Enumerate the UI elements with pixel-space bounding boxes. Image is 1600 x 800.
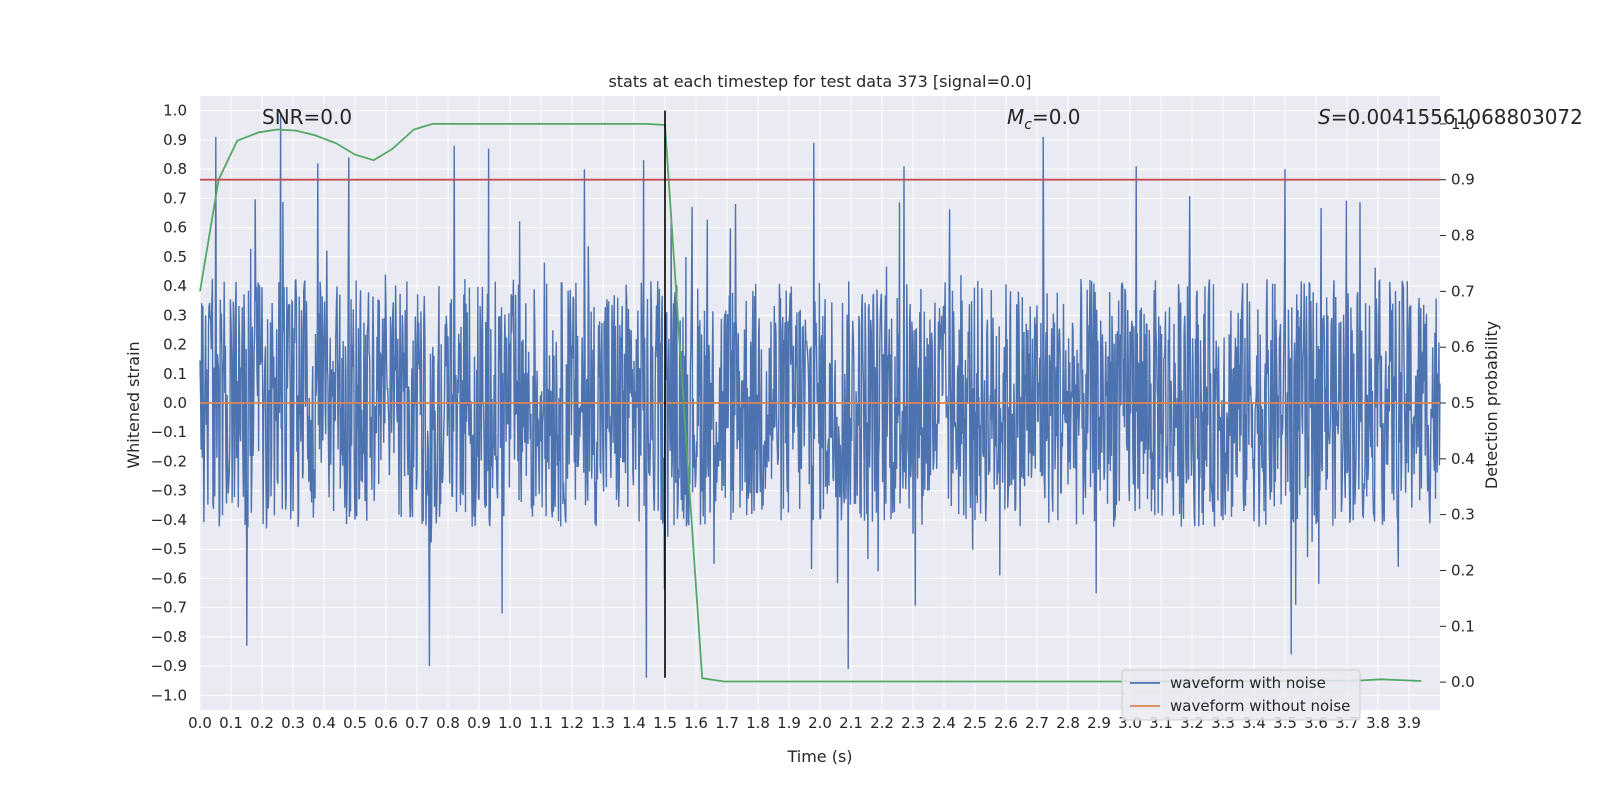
- detection-probability-line: [199, 123, 1422, 683]
- y-tick-label: 0.9: [163, 131, 187, 149]
- legend-box: [1121, 669, 1361, 721]
- x-tick-label: 0.3: [281, 714, 305, 732]
- x-tick-label: 0.6: [374, 714, 398, 732]
- x-tick-label: 1.2: [560, 714, 584, 732]
- series-waveform-with-noise: [199, 113, 1441, 678]
- y-right-tick-label: 1.0: [1451, 115, 1475, 133]
- x-tick-label: 1.5: [653, 714, 677, 732]
- y-right-tick-label: 0.5: [1451, 394, 1475, 412]
- x-tick-label: 2.1: [839, 714, 863, 732]
- x-tick-label: 3.8: [1366, 714, 1390, 732]
- x-tick-label: 2.9: [1087, 714, 1111, 732]
- y-tick-label: 0.1: [163, 365, 187, 383]
- x-tick-label: 2.7: [1025, 714, 1049, 732]
- y-tick-label: 0.5: [163, 248, 187, 266]
- x-tick-label: 3.9: [1397, 714, 1421, 732]
- mc-value: =0.0: [1032, 105, 1081, 129]
- x-tick-label: 1.9: [777, 714, 801, 732]
- x-tick-label: 2.2: [870, 714, 894, 732]
- y-tick-label: −0.3: [151, 482, 187, 500]
- x-tick-label: 2.3: [901, 714, 925, 732]
- y-right-tick-label: 0.4: [1451, 450, 1475, 468]
- y-tick-label: −0.9: [151, 657, 187, 675]
- x-tick-label: 0.7: [405, 714, 429, 732]
- x-tick-label: 1.3: [591, 714, 615, 732]
- mc-subscript: c: [1024, 117, 1032, 133]
- y-right-tick-label: 0.6: [1451, 338, 1475, 356]
- x-tick-label: 2.0: [808, 714, 832, 732]
- y-right-tick-label: 0.7: [1451, 282, 1475, 300]
- y-axis-label: Whitened strain: [124, 341, 143, 468]
- x-tick-label: 0.4: [312, 714, 336, 732]
- y-tick-label: −0.7: [151, 599, 187, 617]
- x-tick-label: 0.2: [250, 714, 274, 732]
- s-value: =0.004155610688030​72: [1331, 105, 1583, 129]
- y-right-tick-label: 0.0: [1451, 673, 1475, 691]
- x-tick-label: 0.9: [467, 714, 491, 732]
- y-tick-label: −0.1: [151, 423, 187, 441]
- y-right-tick-label: 0.3: [1451, 506, 1475, 524]
- y-tick-label: 0.7: [163, 189, 187, 207]
- mc-annotation: Mc=0.0: [1007, 105, 1081, 133]
- y-right-tick-label: 0.1: [1451, 617, 1475, 635]
- x-tick-label: 0.8: [436, 714, 460, 732]
- x-tick-label: 0.0: [188, 714, 212, 732]
- y-tick-label: −1.0: [151, 686, 187, 704]
- y-tick-label: −0.5: [151, 540, 187, 558]
- y-tick-label: −0.6: [151, 569, 187, 587]
- y-right-axis-label: Detection probability: [1482, 321, 1501, 489]
- y-right-tick-label: 0.8: [1451, 227, 1475, 245]
- x-tick-label: 1.4: [622, 714, 646, 732]
- y-tick-label: 0.6: [163, 219, 187, 237]
- x-tick-label: 2.4: [932, 714, 956, 732]
- y-tick-label: 0.0: [163, 394, 187, 412]
- x-tick-label: 1.7: [715, 714, 739, 732]
- x-tick-label: 1.0: [498, 714, 522, 732]
- legend-label-noise: waveform with noise: [1170, 674, 1326, 692]
- y-tick-label: 0.4: [163, 277, 187, 295]
- mc-symbol: M: [1007, 105, 1024, 129]
- x-tick-label: 2.6: [994, 714, 1018, 732]
- y-right-tick-label: 0.2: [1451, 561, 1475, 579]
- legend-label-clean: waveform without noise: [1170, 697, 1350, 715]
- x-tick-label: 1.1: [529, 714, 553, 732]
- y-tick-label: −0.8: [151, 628, 187, 646]
- series-lines: [199, 110, 1440, 683]
- y-right-tick-label: 0.9: [1451, 171, 1475, 189]
- x-tick-label: 2.5: [963, 714, 987, 732]
- s-symbol: S: [1318, 105, 1331, 129]
- y-tick-label: 1.0: [163, 102, 187, 120]
- y-tick-label: 0.3: [163, 306, 187, 324]
- x-axis-label: Time (s): [786, 747, 852, 766]
- y-tick-label: 0.2: [163, 336, 187, 354]
- y-tick-label: −0.2: [151, 452, 187, 470]
- x-tick-label: 2.8: [1056, 714, 1080, 732]
- x-tick-label: 0.5: [343, 714, 367, 732]
- snr-annotation: SNR=0.0: [262, 105, 352, 129]
- legend: waveform with noise waveform without noi…: [1121, 669, 1361, 721]
- x-tick-label: 1.8: [746, 714, 770, 732]
- s-annotation: S=0.004155610688030​72: [1318, 105, 1583, 129]
- noise-trace: [199, 113, 1441, 678]
- chart-title: stats at each timestep for test data 373…: [608, 72, 1031, 91]
- x-tick-label: 0.1: [219, 714, 243, 732]
- y-tick-label: 0.8: [163, 160, 187, 178]
- x-tick-label: 1.6: [684, 714, 708, 732]
- y-tick-label: −0.4: [151, 511, 187, 529]
